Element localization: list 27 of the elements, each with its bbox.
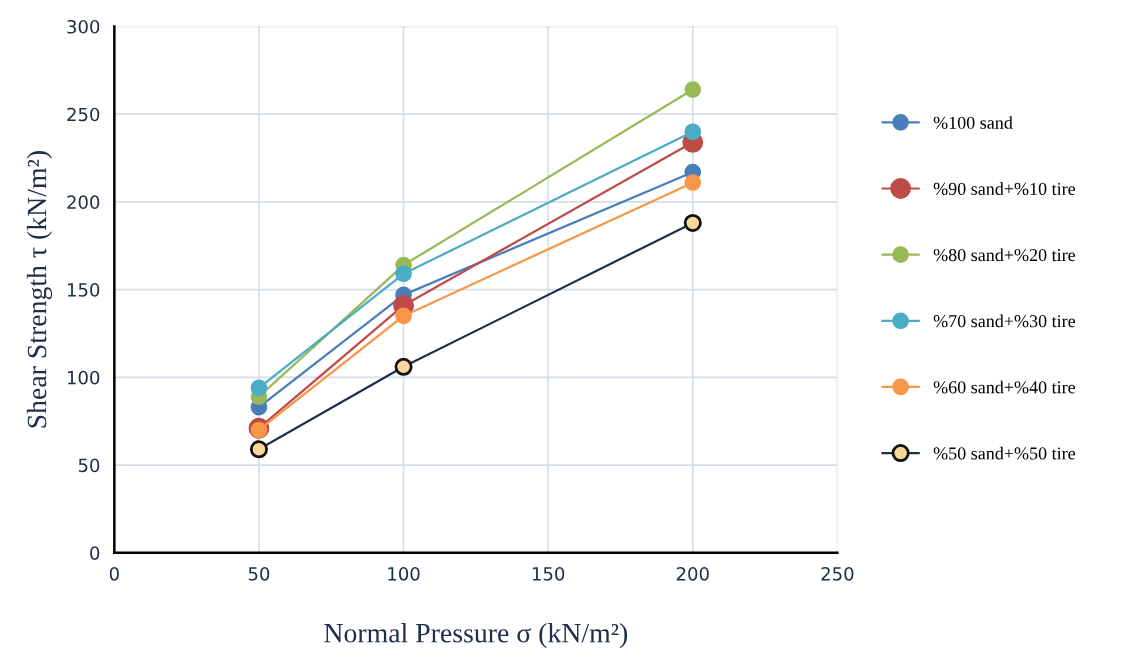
y-tick-label: 300: [67, 19, 100, 34]
point: [684, 123, 702, 141]
y-tick-label: 250: [67, 107, 100, 122]
y-tick-label: 100: [67, 370, 100, 385]
legend-label: %50 sand+%50 tire: [933, 446, 1076, 460]
legend-label: %60 sand+%40 tire: [933, 380, 1076, 394]
y-axis-title: Shear Strength τ (kN/m²): [26, 151, 53, 428]
legend-label: %100 sand: [933, 116, 1013, 129]
point: [684, 81, 702, 98]
x-axis-title: Normal Pressure σ (kN/m²): [324, 623, 628, 649]
legend-label: %90 sand+%10 tire: [933, 182, 1076, 196]
y-tick-label: 200: [67, 195, 100, 210]
x-tick-label: 150: [532, 566, 565, 581]
x-tick-label: 0: [109, 566, 119, 581]
x-tick-label: 100: [388, 566, 420, 581]
x-tick-label: 250: [821, 566, 854, 581]
legend-label: %70 sand+%30 tire: [933, 314, 1076, 328]
y-tick-label: 50: [78, 458, 100, 473]
y-tick-label: 150: [67, 283, 100, 297]
x-tick-label: 50: [248, 566, 270, 581]
point: [684, 174, 702, 191]
legend-label: %80 sand+%20 tire: [933, 248, 1076, 262]
point: [395, 265, 412, 283]
x-tick-label: 200: [676, 566, 709, 581]
point: [395, 307, 412, 325]
y-tick-label: 0: [90, 546, 100, 560]
point: [250, 379, 268, 397]
